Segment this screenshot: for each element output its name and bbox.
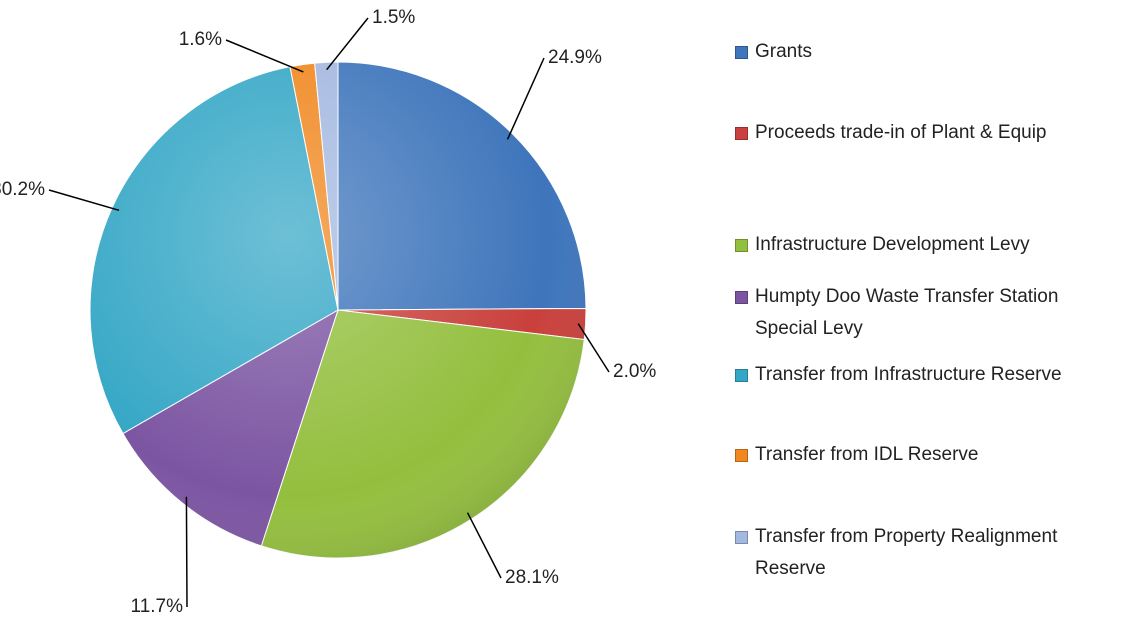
data-label: 28.1%	[505, 567, 559, 588]
legend-swatch	[735, 127, 748, 140]
legend-item: Grants	[735, 36, 1095, 68]
leader-line	[466, 512, 502, 579]
legend-label: Transfer from Infrastructure Reserve	[755, 364, 1062, 385]
leader-line	[326, 17, 369, 71]
pie-slice	[337, 61, 587, 311]
data-label: 24.9%	[548, 47, 602, 68]
legend-label: Transfer from IDL Reserve	[755, 444, 979, 465]
legend-item: Infrastructure Development Levy	[735, 229, 1095, 261]
leader-line	[506, 57, 545, 140]
legend-swatch	[735, 369, 748, 382]
legend-label: Transfer from Property Realignment Reser…	[755, 526, 1058, 579]
legend-item: Humpty Doo Waste Transfer Station Specia…	[735, 281, 1095, 345]
data-label: 30.2%	[0, 179, 45, 200]
legend-label: Infrastructure Development Levy	[755, 234, 1030, 255]
legend-swatch	[735, 449, 748, 462]
data-label: 1.6%	[179, 29, 222, 50]
legend-item: Transfer from Infrastructure Reserve	[735, 359, 1095, 391]
legend-swatch	[735, 531, 748, 544]
leader-line	[577, 323, 610, 373]
pie	[89, 61, 587, 559]
legend-label: Humpty Doo Waste Transfer Station Specia…	[755, 286, 1059, 339]
leader-line	[48, 189, 120, 212]
data-labels: 24.9% 2.0% 28.1% 11.7% 30.2% 1.6% 1.5%	[0, 7, 656, 617]
legend-swatch	[735, 239, 748, 252]
data-label: 1.5%	[372, 7, 415, 28]
data-label: 2.0%	[613, 361, 656, 382]
legend-item: Transfer from Property Realignment Reser…	[735, 521, 1095, 585]
legend-label: Grants	[755, 41, 813, 62]
legend-item: Proceeds trade-in of Plant & Equip	[735, 117, 1095, 149]
legend-label: Proceeds trade-in of Plant & Equip	[755, 122, 1047, 143]
legend-item: Transfer from IDL Reserve	[735, 439, 1095, 471]
legend-swatch	[735, 46, 748, 59]
legend-swatch	[735, 291, 748, 304]
data-label: 11.7%	[131, 596, 184, 617]
leader-line	[185, 496, 188, 608]
leader-line	[225, 39, 304, 73]
